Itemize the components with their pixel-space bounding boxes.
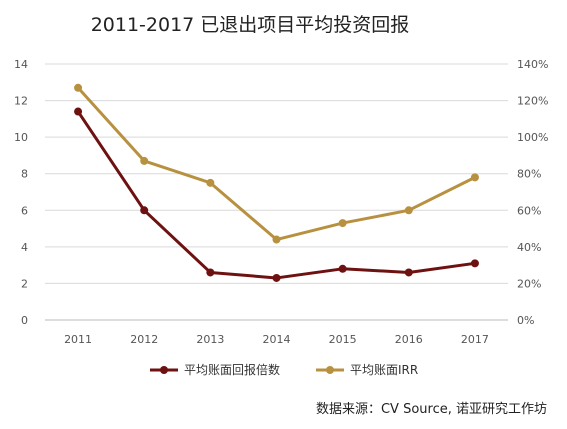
y-right-tick-label: 140% [517,58,548,71]
x-tick-label: 2012 [130,333,158,346]
chart-title: 2011-2017 已退出项目平均投资回报 [90,14,410,36]
data-point [338,219,347,228]
x-tick-label: 2013 [196,333,224,346]
data-point [140,156,149,165]
data-point [404,268,413,277]
y-right-tick-label: 120% [517,95,548,108]
data-point [272,273,281,282]
data-point [470,173,479,182]
y-left-tick-label: 10 [14,131,28,144]
y-left-tick-label: 14 [14,58,28,71]
legend-marker [160,366,168,374]
data-point [404,206,413,215]
series-line [76,86,476,242]
y-left-tick-label: 2 [21,277,28,290]
data-point [74,107,83,116]
y-right-tick-label: 100% [517,131,548,144]
x-tick-label: 2016 [395,333,423,346]
y-left-tick-label: 8 [21,168,28,181]
data-point [338,264,347,273]
y-right-tick-label: 20% [517,277,541,290]
y-left-tick-label: 6 [21,204,28,217]
source-note: 数据来源：CV Source, 诺亚研究工作坊 [315,402,547,417]
legend-label: 平均账面回报倍数 [184,362,280,377]
y-left-tick-label: 12 [14,95,28,108]
x-tick-label: 2014 [263,333,291,346]
legend-label: 平均账面IRR [350,363,418,377]
y-right-tick-label: 40% [517,241,541,254]
legend-marker [326,366,334,374]
y-left-tick-label: 0 [21,314,28,327]
x-tick-label: 2011 [64,333,92,346]
x-tick-label: 2017 [461,333,489,346]
data-point [470,259,479,268]
data-point [206,178,215,187]
series-line [76,110,476,280]
y-left-tick-label: 4 [21,241,28,254]
data-point [74,83,83,92]
y-right-tick-label: 80% [517,168,541,181]
x-tick-label: 2015 [329,333,357,346]
y-right-tick-label: 60% [517,204,541,217]
data-point [140,206,149,215]
data-point [272,235,281,244]
data-point [206,268,215,277]
y-right-tick-label: 0% [517,314,534,327]
